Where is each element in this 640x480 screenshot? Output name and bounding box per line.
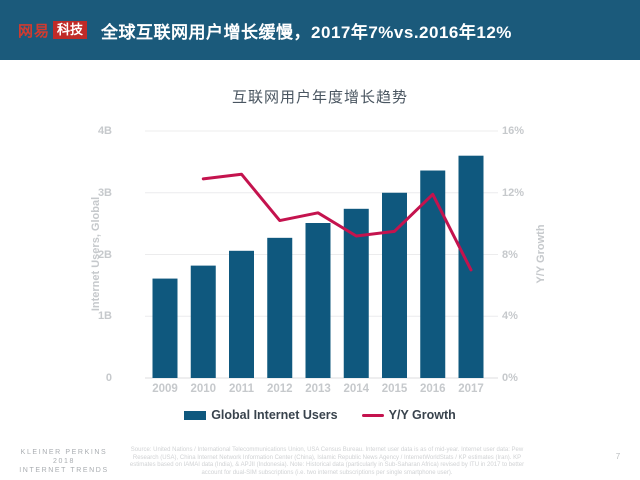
right-axis-title: Y/Y Growth (535, 224, 547, 284)
left-axis-tick: 1B (97, 310, 112, 323)
page-title: 全球互联网用户增长缓慢，2017年7%vs.2016年12% (101, 22, 512, 42)
left-axis-tick: 3B (97, 186, 112, 199)
x-axis-label-2011: 2011 (229, 383, 254, 395)
footer-brand-line: INTERNET TRENDS (19, 467, 109, 474)
x-axis-label-2014: 2014 (343, 383, 370, 395)
x-axis-label-2016: 2016 (419, 383, 446, 395)
bar-2013 (305, 223, 331, 378)
footer-brand-line: KLEINER PERKINS (20, 449, 108, 456)
footer-brand-line: 2018 (53, 458, 75, 465)
growth-line (201, 172, 473, 272)
right-axis-tick: 12% (502, 186, 525, 199)
bar-2011 (229, 250, 254, 378)
left-axis-tick: 4B (97, 125, 112, 137)
bar-2015 (382, 192, 407, 378)
legend-bar-swatch (184, 410, 207, 420)
legend-label: Global Internet Users (211, 408, 338, 422)
bar-2009 (152, 278, 178, 378)
x-axis-label-2010: 2010 (190, 383, 217, 395)
chart-legend: Global Internet Users Y/Y Growth (0, 408, 640, 422)
x-axis-label-2015: 2015 (381, 383, 408, 395)
right-axis-tick: 8% (502, 248, 518, 261)
header-bar: 网易 科技 全球互联网用户增长缓慢，2017年7%vs.2016年12% (0, 0, 640, 60)
left-axis-tick: 2B (97, 248, 112, 261)
chart-area: 0 1B 2B 3B 4B 0% 4% 8% 12% 16% 2009 2010 2011 2012 201… (98, 125, 524, 395)
right-axis-tick: 0% (502, 372, 518, 384)
bar-2016 (420, 170, 446, 378)
x-axis-label-2012: 2012 (266, 383, 293, 395)
footer-source-note: Source: United Nations / International T… (129, 447, 525, 476)
legend-line-swatch (361, 413, 384, 417)
legend-label: Y/Y Growth (388, 408, 456, 422)
left-axis-title: Internet Users, Global (90, 196, 102, 312)
legend-item-yy-growth: Y/Y Growth (361, 408, 456, 422)
bar-2010 (190, 265, 216, 378)
netease-logo-badge: 科技 (53, 21, 88, 39)
right-axis-tick: 4% (502, 310, 518, 323)
x-axis-label-2013: 2013 (305, 383, 331, 395)
x-axis-label-2009: 2009 (152, 383, 178, 395)
netease-logo-brand: 网易 (18, 22, 51, 40)
chart-plot-svg (145, 130, 498, 379)
legend-item-global-internet-users: Global Internet Users (184, 408, 338, 422)
bar-2012 (267, 237, 293, 378)
footer-page-number: 7 (615, 452, 621, 461)
right-axis-tick: 16% (502, 125, 525, 137)
netease-tech-logo: 网易 科技 (18, 20, 88, 41)
x-axis-label-2017: 2017 (458, 383, 484, 395)
chart-title: 互联网用户年度增长趋势 (231, 89, 408, 106)
footer-brand: KLEINER PERKINS 2018 INTERNET TRENDS (16, 448, 112, 475)
left-axis-tick: 0 (105, 372, 112, 384)
